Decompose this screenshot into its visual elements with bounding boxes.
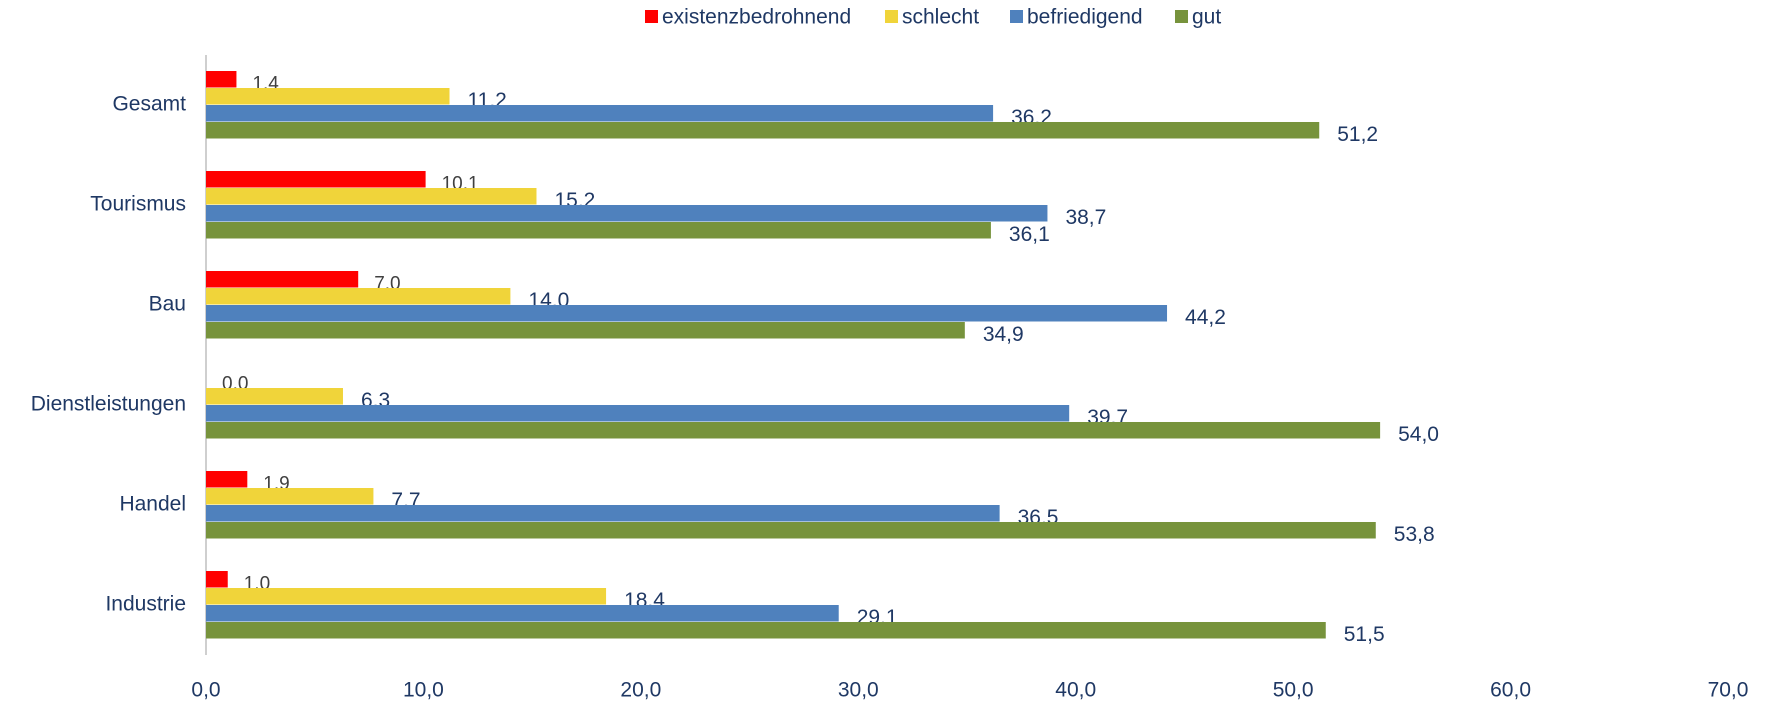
data-label: 44,2	[1185, 306, 1226, 329]
bar	[206, 488, 374, 505]
data-label: 36,1	[1009, 223, 1050, 246]
bar	[206, 222, 991, 239]
data-label: 38,7	[1065, 206, 1106, 229]
bar	[206, 622, 1326, 639]
legend-label: schlecht	[902, 6, 979, 29]
bar	[206, 188, 537, 205]
x-tick-label: 60,0	[1490, 679, 1531, 702]
x-tick-label: 20,0	[620, 679, 661, 702]
x-tick-label: 70,0	[1708, 679, 1749, 702]
legend-label: gut	[1192, 6, 1221, 29]
data-label: 51,5	[1344, 623, 1385, 646]
bar	[206, 71, 237, 88]
bar	[206, 205, 1048, 222]
bar	[206, 388, 343, 405]
x-tick-label: 0,0	[191, 679, 220, 702]
bar	[206, 422, 1381, 439]
y-tick-label: Gesamt	[112, 93, 186, 116]
bar	[206, 405, 1070, 422]
bar	[206, 571, 228, 588]
bar	[206, 305, 1168, 322]
x-tick-label: 40,0	[1055, 679, 1096, 702]
legend-swatch	[885, 10, 898, 23]
bar	[206, 88, 450, 105]
legend-label: befriedigend	[1027, 6, 1143, 29]
bar	[206, 271, 359, 288]
y-tick-label: Tourismus	[90, 193, 186, 216]
legend-swatch	[1175, 10, 1188, 23]
y-tick-label: Handel	[119, 493, 186, 516]
legend-label: existenzbedrohnend	[662, 6, 851, 29]
bar	[206, 171, 426, 188]
x-tick-label: 10,0	[403, 679, 444, 702]
bar	[206, 505, 1000, 522]
bar	[206, 122, 1320, 139]
bar	[206, 605, 839, 622]
bar	[206, 288, 511, 305]
bar	[206, 522, 1376, 539]
data-label: 34,9	[983, 323, 1024, 346]
y-tick-label: Bau	[149, 293, 186, 316]
x-tick-label: 50,0	[1273, 679, 1314, 702]
legend-swatch	[1010, 10, 1023, 23]
x-tick-label: 30,0	[838, 679, 879, 702]
bar	[206, 588, 607, 605]
data-label: 53,8	[1394, 523, 1435, 546]
data-label: 54,0	[1398, 423, 1439, 446]
bar	[206, 322, 965, 339]
y-tick-label: Industrie	[105, 593, 186, 616]
data-label: 51,2	[1337, 123, 1378, 146]
legend-swatch	[645, 10, 658, 23]
y-tick-label: Dienstleistungen	[31, 393, 186, 416]
bar	[206, 471, 248, 488]
bar	[206, 105, 994, 122]
